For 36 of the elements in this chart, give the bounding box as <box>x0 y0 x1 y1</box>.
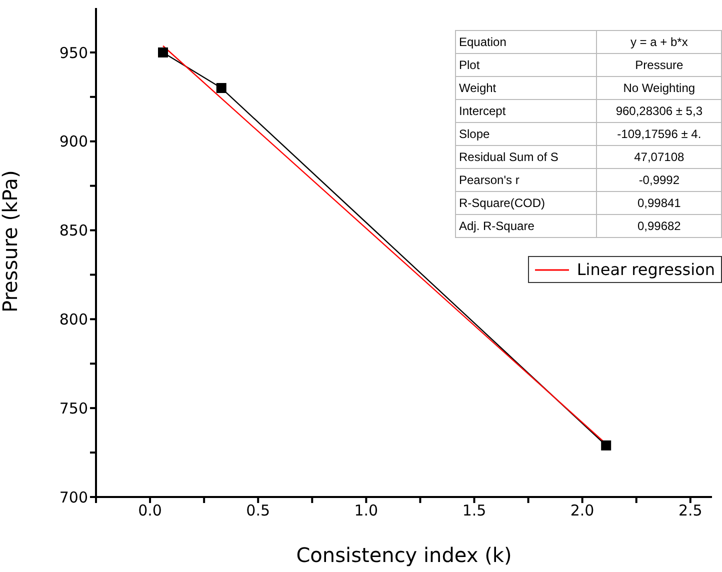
annotation: Adj. R-Square <box>456 214 597 238</box>
point <box>216 83 226 94</box>
annotation: No Weighting <box>596 76 722 100</box>
x-axis-title: Consistency index (k) <box>296 543 512 567</box>
point <box>158 47 168 58</box>
annotation: 960,28306 ± 5,3 <box>596 100 722 122</box>
x-tick-label: 1.0 <box>354 502 378 520</box>
point <box>601 440 612 450</box>
annotation: 0,99682 <box>596 214 722 238</box>
annotation: Residual Sum of S <box>456 146 597 168</box>
x-tick-label: 0.0 <box>138 502 162 520</box>
y-axis-title: Pressure (kPa) <box>0 170 22 312</box>
y-tick-label: 850 <box>59 222 88 240</box>
annotation: -109,17596 ± 4. <box>596 122 722 146</box>
y-tick-label: 750 <box>59 399 88 418</box>
x-tick-label: 1.5 <box>462 502 486 520</box>
annotation: Plot <box>456 54 597 76</box>
y-tick-label: 700 <box>59 488 88 506</box>
x-tick-label: 2.5 <box>678 502 702 520</box>
x-tick-label: 2.0 <box>570 502 594 520</box>
legend-label: Linear regression <box>576 260 715 279</box>
annotation: 47,07108 <box>596 146 722 168</box>
y-tick-label: 900 <box>59 132 88 151</box>
annotation: Pearson's r <box>456 168 597 192</box>
x-tick-label: 0.5 <box>246 502 270 520</box>
annotation: Intercept <box>456 100 597 122</box>
annotation: y = a + b*x <box>596 30 722 54</box>
y-tick-label: 950 <box>59 44 88 62</box>
annotation: -0,9992 <box>596 168 722 192</box>
annotation: Pressure <box>596 54 722 76</box>
annotation: 0,99841 <box>596 192 722 214</box>
y-tick-label: 800 <box>59 310 88 329</box>
annotation: Equation <box>456 30 597 54</box>
annotation: Slope <box>456 122 597 146</box>
annotation: Weight <box>456 76 597 100</box>
annotation: R-Square(COD) <box>456 192 597 214</box>
